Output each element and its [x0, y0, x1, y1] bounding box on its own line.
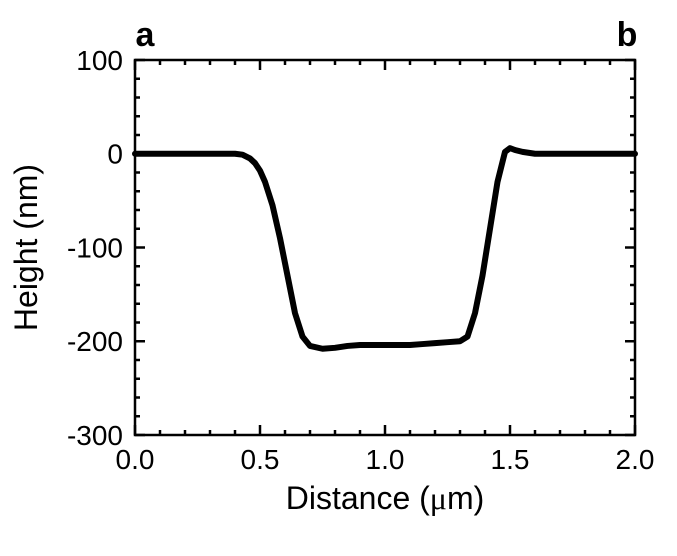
x-tick-label: 1.0 — [366, 444, 405, 475]
y-tick-label: -200 — [67, 326, 123, 357]
panel-label-a: a — [136, 16, 156, 54]
panel-label-b: b — [617, 16, 638, 54]
y-axis-label: Height (nm) — [8, 164, 44, 331]
height-profile-chart: 0.00.51.01.52.0-300-200-1000100Distance … — [0, 0, 677, 556]
x-tick-label: 1.5 — [491, 444, 530, 475]
y-tick-label: -300 — [67, 420, 123, 451]
x-axis-label: Distance (μm) — [286, 480, 485, 516]
y-tick-label: 0 — [107, 139, 123, 170]
y-tick-label: -100 — [67, 232, 123, 263]
y-tick-label: 100 — [76, 45, 123, 76]
x-tick-label: 2.0 — [616, 444, 655, 475]
x-tick-label: 0.5 — [241, 444, 280, 475]
